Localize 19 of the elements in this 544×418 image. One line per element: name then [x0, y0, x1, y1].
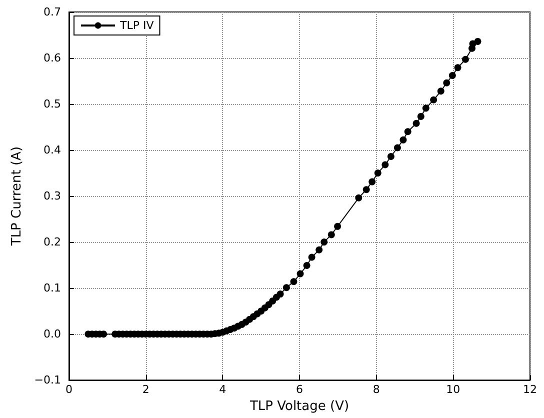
x-tick-label: 0	[66, 383, 72, 396]
y-tick-label: 0.5	[44, 98, 61, 111]
x-tick-label: 2	[142, 383, 150, 396]
y-tick-label: 0.6	[44, 52, 61, 65]
y-tick-label: 0.3	[44, 190, 61, 203]
y-tick-label: 0.7	[44, 6, 61, 18]
y-tick-label: 0.4	[44, 144, 61, 157]
y-tick-label: −0.1	[34, 374, 61, 387]
x-tick-label: 12	[523, 383, 537, 396]
legend-label: TLP IV	[119, 19, 154, 32]
y-tick-label: 0.1	[44, 282, 61, 295]
x-tick-label: 4	[219, 383, 226, 396]
x-axis-title: TLP Voltage (V)	[248, 399, 350, 414]
x-tick-label: 10	[446, 383, 460, 396]
x-tick-label: 8	[372, 383, 380, 396]
y-axis-title: TLP Current (A)	[9, 146, 24, 247]
y-tick-label: 0.2	[44, 236, 61, 249]
y-tick-label: 0.0	[44, 328, 61, 341]
x-tick-label: 6	[296, 383, 303, 396]
